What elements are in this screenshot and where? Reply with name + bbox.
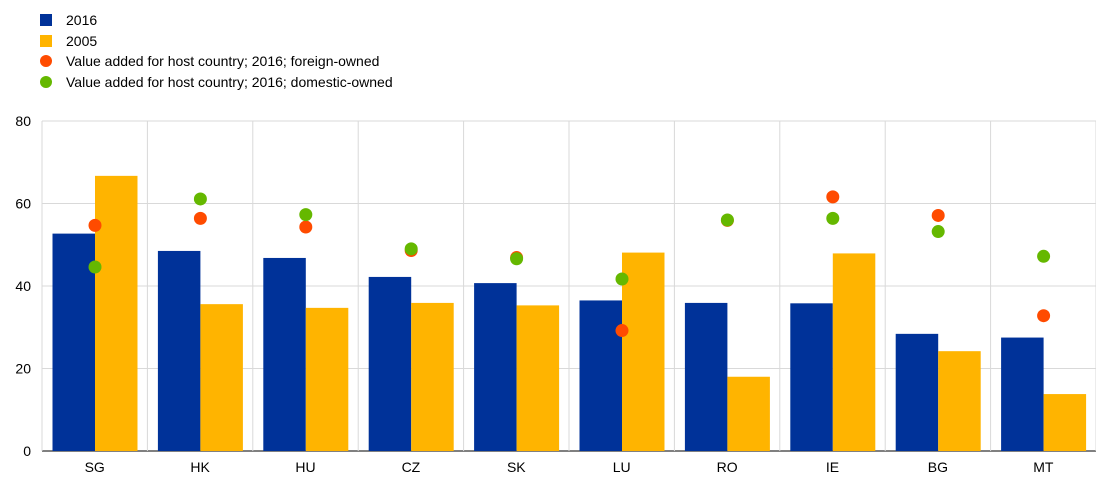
- chart-legend: 2016 2005 Value added for host country; …: [40, 10, 393, 92]
- bar-2016-mt: [1001, 337, 1044, 451]
- y-tick-label-80: 80: [15, 113, 31, 129]
- legend-label-2005: 2005: [66, 32, 98, 49]
- dot-foreign-owned-sg: [88, 218, 102, 232]
- x-tick-label-sk: SK: [507, 459, 526, 475]
- dot-foreign-owned-mt: [1037, 309, 1051, 323]
- dot-foreign-owned-lu: [615, 324, 629, 338]
- legend-marker-foreign-owned: [40, 55, 52, 68]
- x-tick-label-bg: BG: [928, 459, 948, 475]
- bar-2016-hk: [157, 250, 201, 451]
- dot-foreign-owned-hk: [193, 211, 207, 225]
- dot-domestic-owned-ro: [720, 213, 734, 227]
- x-tick-label-mt: MT: [1033, 459, 1054, 475]
- dot-domestic-owned-bg: [931, 225, 945, 239]
- legend-item-2005: 2005: [40, 31, 393, 52]
- legend-label-foreign-owned: Value added for host country; 2016; fore…: [66, 53, 380, 70]
- dot-foreign-owned-hu: [299, 220, 313, 234]
- y-tick-label-40: 40: [15, 278, 31, 294]
- bar-2005-sk: [516, 305, 560, 451]
- legend-label-domestic-owned: Value added for host country; 2016; dome…: [66, 73, 393, 90]
- x-tick-label-hu: HU: [295, 459, 315, 475]
- bar-2005-mt: [1043, 394, 1087, 451]
- dot-domestic-owned-hk: [193, 192, 207, 206]
- bar-2016-cz: [368, 276, 412, 451]
- legend-marker-domestic-owned: [40, 75, 52, 88]
- bar-2016-ro: [684, 302, 728, 451]
- legend-label-2016: 2016: [66, 12, 98, 29]
- x-tick-label-cz: CZ: [402, 459, 421, 475]
- bar-2005-hk: [200, 304, 243, 451]
- legend-item-foreign-owned: Value added for host country; 2016; fore…: [40, 51, 393, 72]
- bar-2005-ro: [727, 376, 770, 451]
- y-tick-label-0: 0: [23, 443, 31, 459]
- x-axis: SG HK HU CZ SK LU RO IE BG MT: [85, 459, 1054, 475]
- dot-foreign-owned-ie: [826, 190, 840, 204]
- dot-markers: [88, 190, 1051, 338]
- bar-2016-bg: [895, 333, 939, 451]
- x-tick-label-sg: SG: [85, 459, 105, 475]
- dot-domestic-owned-sg: [88, 260, 102, 274]
- bar-2005-lu: [622, 252, 665, 451]
- bar-2005-bg: [938, 351, 981, 451]
- bar-2016-lu: [579, 300, 622, 451]
- dot-domestic-owned-hu: [299, 208, 313, 222]
- bar-2016-sk: [474, 283, 517, 451]
- bar-2005-ie: [832, 253, 876, 451]
- dot-domestic-owned-lu: [615, 272, 629, 286]
- bars: [52, 175, 1087, 452]
- x-tick-label-ie: IE: [826, 459, 839, 475]
- bar-2016-sg: [52, 233, 95, 451]
- y-tick-label-20: 20: [15, 361, 31, 377]
- y-tick-label-60: 60: [15, 196, 31, 212]
- x-tick-label-hk: HK: [190, 459, 210, 475]
- bar-2016-ie: [790, 303, 833, 451]
- legend-item-2016: 2016: [40, 10, 393, 31]
- bar-2005-hu: [305, 307, 349, 451]
- legend-swatch-2016: [40, 14, 52, 27]
- x-tick-label-lu: LU: [613, 459, 631, 475]
- legend-swatch-2005: [40, 34, 52, 47]
- bar-2016-hu: [263, 257, 306, 451]
- x-tick-label-ro: RO: [717, 459, 738, 475]
- dot-foreign-owned-bg: [931, 208, 945, 222]
- bar-2005-cz: [411, 302, 454, 451]
- legend-item-domestic-owned: Value added for host country; 2016; dome…: [40, 72, 393, 93]
- bar-2005-sg: [95, 175, 138, 452]
- dot-domestic-owned-sk: [510, 252, 524, 266]
- y-axis: 0 20 40 60 80: [15, 113, 31, 459]
- dot-domestic-owned-ie: [826, 211, 840, 225]
- dot-domestic-owned-cz: [404, 242, 418, 256]
- dot-domestic-owned-mt: [1037, 249, 1051, 263]
